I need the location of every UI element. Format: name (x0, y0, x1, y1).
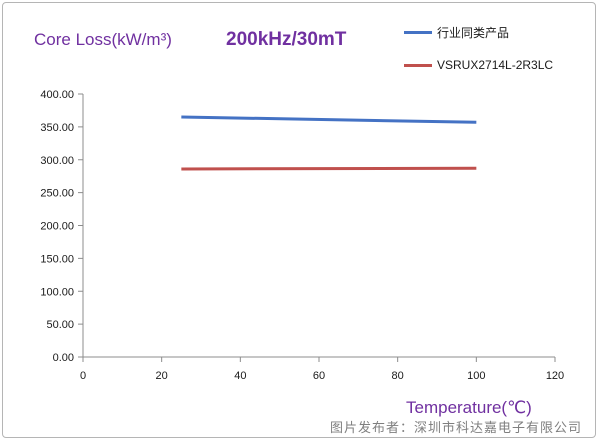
legend-label-0: 行业同类产品 (437, 25, 510, 40)
chart-frame (2, 2, 596, 438)
x-tick-label: 60 (313, 370, 325, 382)
y-tick-label: 350.00 (40, 122, 74, 134)
y-tick-label: 150.00 (40, 253, 74, 265)
legend-swatch-0 (404, 30, 432, 34)
x-tick-label: 20 (156, 370, 168, 382)
y-tick-label: 300.00 (40, 155, 74, 167)
legend-swatch-1 (404, 63, 432, 67)
x-tick-label: 120 (546, 370, 564, 382)
y-tick-label: 400.00 (40, 89, 74, 101)
y-tick-label: 100.00 (40, 286, 74, 298)
legend-label-1: VSRUX2714L-2R3LC (437, 58, 554, 72)
y-axis-title: Core Loss(kW/m³) (34, 30, 172, 49)
y-tick-label: 250.00 (40, 188, 74, 200)
series-line-1 (181, 166, 477, 171)
series-line-0 (181, 115, 477, 124)
x-tick-label: 100 (467, 370, 485, 382)
legend: 行业同类产品 VSRUX2714L-2R3LC (404, 22, 553, 88)
x-tick-label: 80 (392, 370, 404, 382)
y-tick-label: 50.00 (46, 319, 74, 331)
x-axis-title: Temperature(℃) (406, 398, 532, 417)
chart-title: 200kHz/30mT (226, 29, 347, 50)
legend-item-1: VSRUX2714L-2R3LC (404, 55, 553, 75)
legend-item-0: 行业同类产品 (404, 22, 553, 42)
x-tick-label: 0 (80, 370, 86, 382)
watermark: 图片发布者：深圳市科达嘉电子有限公司 (329, 420, 582, 435)
y-tick-label: 200.00 (40, 221, 74, 233)
x-tick-label: 40 (234, 370, 246, 382)
y-tick-label: 0.00 (53, 352, 74, 364)
